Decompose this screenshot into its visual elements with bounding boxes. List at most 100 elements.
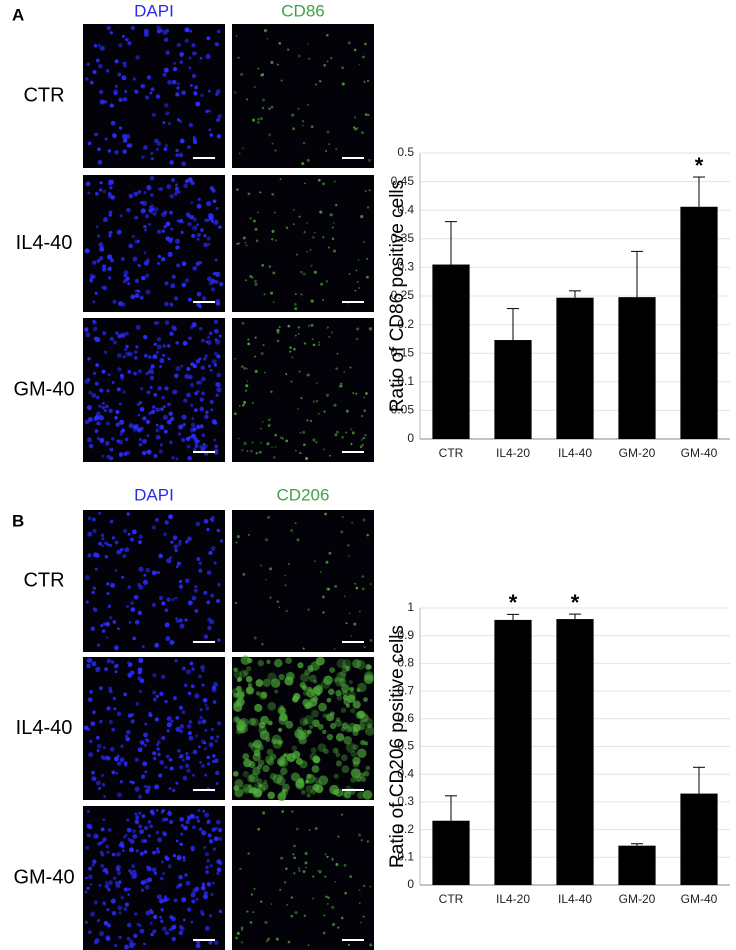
stain [267,701,277,711]
nucleus [181,710,186,715]
stain [267,720,273,726]
stain [334,677,345,687]
stain [294,334,297,337]
x-tick-label: GM-40 [681,446,718,460]
nucleus [184,763,190,769]
stain [332,747,339,754]
stain [236,931,240,935]
nucleus [190,201,194,204]
stain [236,691,245,700]
nucleus [149,385,153,389]
stain [367,723,373,729]
stain [356,791,365,799]
nucleus [120,896,124,900]
stain [261,264,265,267]
nucleus [98,841,102,846]
stain [334,433,338,437]
stain [285,226,289,229]
nucleus [181,90,186,95]
stain [234,788,244,798]
nucleus [163,210,168,215]
nucleus [92,260,97,265]
nucleus [215,770,220,776]
nucleus [155,94,161,99]
nucleus [145,567,151,573]
stain [302,647,305,650]
nucleus [176,263,180,268]
stain [323,675,333,685]
stain [254,369,258,374]
nucleus [213,219,219,225]
nucleus [145,785,150,789]
stain [347,544,350,547]
nucleus [111,437,115,441]
stain [328,688,335,695]
nucleus [218,225,222,229]
nucleus [127,41,132,46]
nucleus [119,432,123,436]
nucleus [120,332,126,338]
stain [251,788,258,795]
nucleus [119,214,123,218]
stain [309,698,318,707]
micrograph-background [232,318,374,462]
nucleus [203,234,207,238]
stain [350,750,357,757]
stain [247,192,251,196]
stain [343,595,346,598]
stain [288,563,290,565]
stain [248,773,259,783]
bar [432,264,470,439]
nucleus [109,746,115,752]
nucleus [127,672,132,677]
nucleus [211,760,215,763]
nucleus [170,177,176,183]
nucleus [169,160,174,165]
y-tick-label: 0.6 [397,711,414,725]
significance-marker: * [509,590,518,615]
nucleus [168,411,173,416]
nucleus [163,67,169,73]
nucleus [128,193,134,199]
nucleus [125,344,129,349]
nucleus [173,898,178,903]
nucleus [213,351,219,356]
stain [303,230,306,234]
stain [245,384,249,388]
nucleus [189,661,194,666]
stain [268,133,272,137]
stain [352,659,362,669]
stain [247,657,253,664]
stain [234,91,237,94]
nucleus [207,335,211,339]
stain [326,34,329,37]
nucleus [125,278,128,282]
nucleus [86,823,92,829]
nucleus [151,112,156,117]
nucleus [96,743,102,749]
stain [248,788,254,794]
nucleus [126,936,131,941]
nucleus [216,354,221,359]
nucleus [203,741,207,745]
nucleus [138,689,143,693]
nucleus [188,336,192,341]
nucleus [212,754,216,758]
stain [335,863,339,866]
stain [243,441,247,446]
nucleus [100,863,105,868]
nucleus [176,561,182,566]
nucleus [112,696,117,701]
nucleus [87,141,92,146]
nucleus [86,663,91,669]
nucleus [195,521,201,527]
nucleus [101,537,105,541]
nucleus [164,281,169,286]
nucleus [139,407,145,412]
nucleus [119,757,125,763]
stain [366,206,370,209]
error-bar [507,308,519,341]
stain [245,665,252,672]
stain [294,911,298,915]
nucleus [195,359,201,364]
